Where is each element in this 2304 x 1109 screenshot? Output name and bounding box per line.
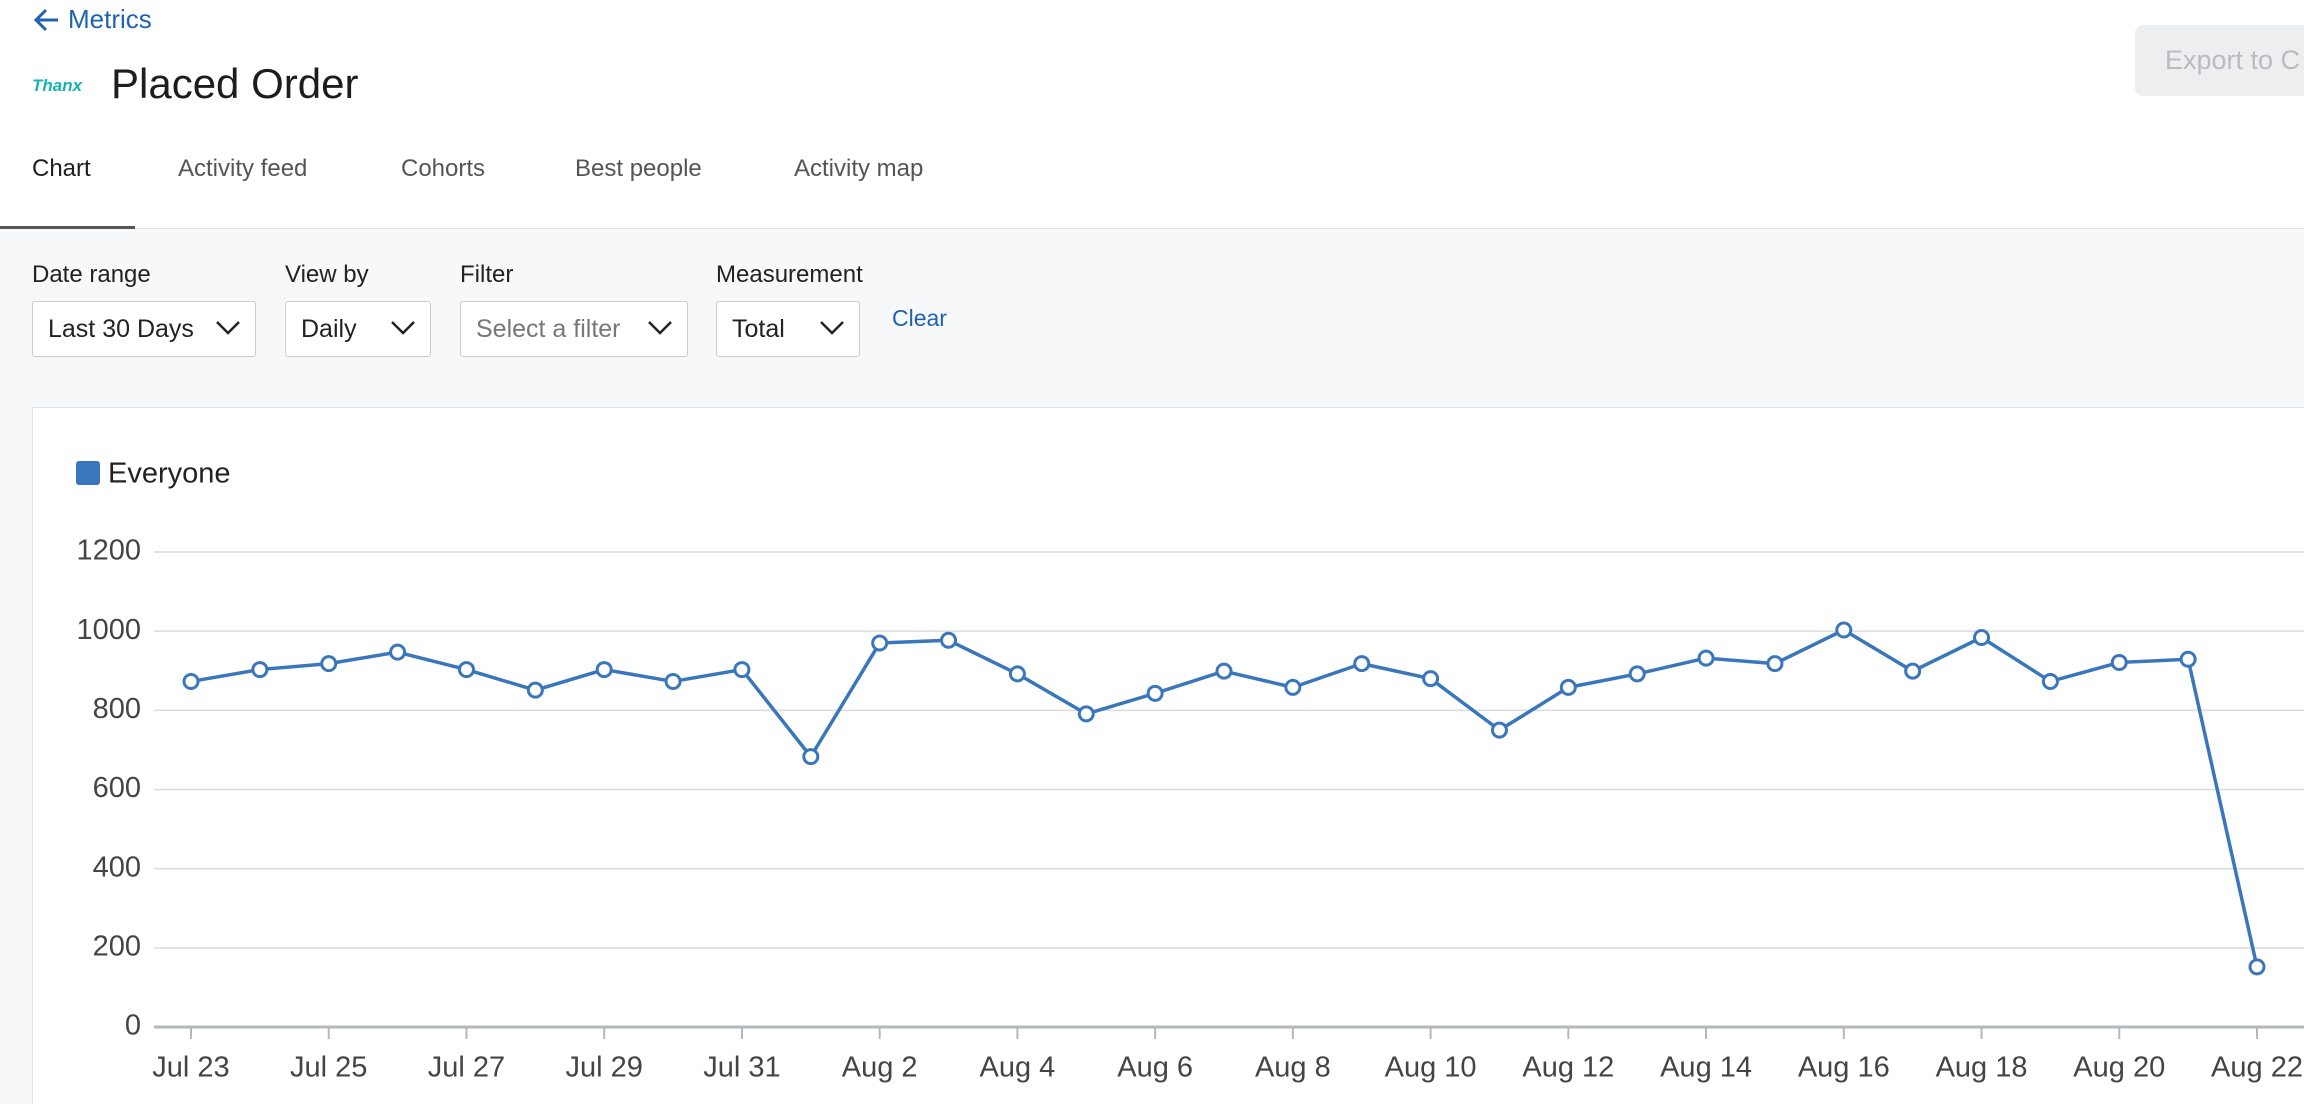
data-point [1008, 665, 1026, 683]
chevron [391, 321, 415, 335]
export-button[interactable]: Export to C [2135, 25, 2304, 96]
data-point [2179, 650, 2197, 668]
x-tick-label: Aug 4 [980, 1052, 1056, 1084]
clear-link[interactable]: Clear [892, 305, 947, 331]
x-tick-label: Aug 18 [1936, 1052, 2028, 1084]
data-point [457, 661, 475, 679]
chart: Everyone 0 200 400 600 800 1000 1200 Jul 23 Jul 2… [76, 458, 2304, 1084]
data-point [1559, 678, 1577, 696]
dropdown[interactable]: Select a filter [460, 301, 688, 357]
dropdown[interactable]: Total [716, 301, 860, 357]
data-point [1835, 621, 1853, 639]
data-point [1146, 684, 1164, 702]
legend-label: Everyone [108, 458, 231, 490]
data-point [664, 672, 682, 690]
data-point [320, 655, 338, 673]
data-point [389, 643, 407, 661]
x-tick-label: Aug 12 [1522, 1052, 1614, 1084]
dropdown[interactable]: Daily [285, 301, 431, 357]
data-point [595, 661, 613, 679]
tab-border [0, 228, 2304, 229]
filter-label: Filter [460, 261, 514, 288]
data-point [251, 661, 269, 679]
chevron [216, 321, 240, 335]
data-point [2110, 653, 2128, 671]
x-tick-label: Aug 20 [2073, 1052, 2165, 1084]
back-arrow [33, 8, 58, 31]
logo: Thanx [32, 76, 83, 95]
x-tick-label: Jul 23 [152, 1052, 229, 1084]
y-tick-label: 800 [93, 693, 141, 725]
chevron [648, 321, 672, 335]
data-point [2248, 958, 2266, 976]
chart-card: Everyone 0 200 400 600 800 1000 1200 Jul 23 Jul 2… [32, 407, 2304, 1104]
data-point [733, 661, 751, 679]
dropdown-value: Daily [301, 315, 357, 343]
data-point [871, 634, 889, 652]
x-tick-label: Jul 31 [703, 1052, 780, 1084]
data-point [940, 631, 958, 649]
data-point [1628, 665, 1646, 683]
data-point [1077, 705, 1095, 723]
back-link[interactable]: Metrics [32, 4, 152, 35]
x-tick-label: Aug 22 [2211, 1052, 2303, 1084]
y-tick-label: 0 [125, 1010, 141, 1042]
x-tick-label: Aug 6 [1117, 1052, 1193, 1084]
filter-label: View by [285, 261, 369, 288]
data-point [1697, 649, 1715, 667]
chevron [820, 321, 844, 335]
tab[interactable]: Chart [32, 155, 91, 182]
x-tick-label: Jul 29 [566, 1052, 643, 1084]
data-point [182, 672, 200, 690]
dropdown[interactable]: Last 30 Days [32, 301, 256, 357]
data-point [2041, 672, 2059, 690]
x-tick-label: Aug 14 [1660, 1052, 1752, 1084]
data-point [1422, 670, 1440, 688]
filter-label: Measurement [716, 261, 863, 288]
page-title: Placed Order [111, 60, 359, 107]
y-tick-label: 200 [93, 930, 141, 962]
y-tick-label: 1200 [76, 535, 141, 567]
y-tick-label: 400 [93, 851, 141, 883]
tab[interactable]: Activity feed [178, 155, 308, 182]
data-point [802, 748, 820, 766]
data-point [1904, 662, 1922, 680]
filter-label: Date range [32, 261, 151, 288]
x-tick-label: Aug 2 [842, 1052, 918, 1084]
y-tick-label: 600 [93, 772, 141, 804]
data-point [1766, 655, 1784, 673]
x-tick-label: Jul 27 [428, 1052, 505, 1084]
active-tab-indicator [0, 226, 135, 230]
data-point [526, 681, 544, 699]
dropdown-value: Total [732, 315, 785, 343]
x-tick-label: Aug 8 [1255, 1052, 1331, 1084]
x-tick-label: Aug 10 [1385, 1052, 1477, 1084]
data-point [1353, 655, 1371, 673]
data-point [1284, 678, 1302, 696]
x-tick-label: Aug 16 [1798, 1052, 1890, 1084]
x-tick-label: Jul 25 [290, 1052, 367, 1084]
series-line [190, 628, 2259, 968]
legend-swatch [76, 461, 100, 485]
data-point [1490, 721, 1508, 739]
tab[interactable]: Best people [575, 155, 702, 182]
back-link-text[interactable]: Metrics [68, 4, 152, 34]
dropdown-placeholder: Select a filter [476, 315, 621, 343]
data-point [1215, 662, 1233, 680]
y-tick-label: 1000 [76, 614, 141, 646]
data-point [1973, 629, 1991, 646]
dropdown-value: Last 30 Days [48, 315, 194, 343]
tab[interactable]: Activity map [794, 155, 924, 182]
tab[interactable]: Cohorts [401, 155, 486, 182]
